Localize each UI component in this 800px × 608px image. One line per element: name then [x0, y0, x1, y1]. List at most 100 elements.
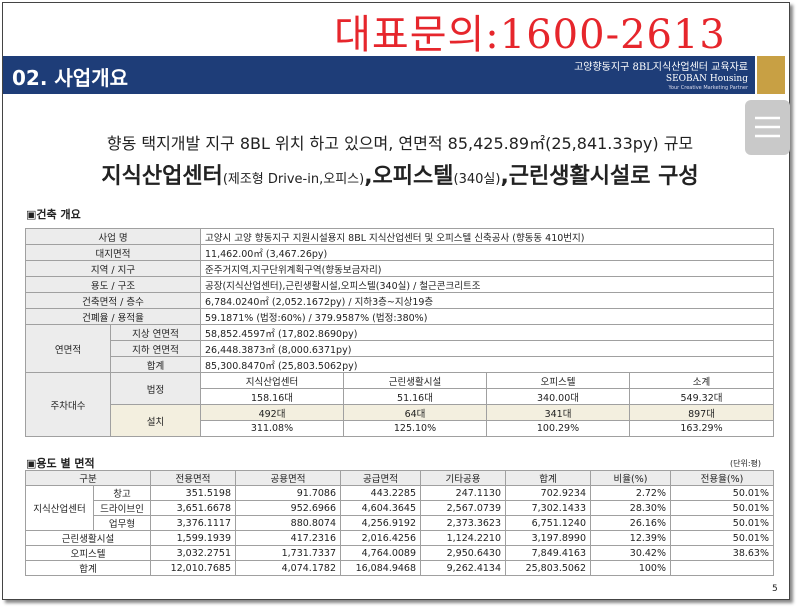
headline-part: ,근린생활시설로 구성 [500, 164, 699, 189]
cell: 51.16대 [343, 388, 487, 405]
cell: 1,731.7337 [235, 545, 342, 561]
cell: 158.16대 [200, 388, 344, 405]
table-row: 설치 492대 64대 341대 897대 [26, 404, 774, 437]
section-heading: ▣건축 개요 [26, 208, 81, 221]
value-cell: 11,462.00㎡ (3,467.26py) [200, 244, 774, 261]
header-cell: 비율(%) [590, 470, 672, 486]
cell: 50.01% [670, 485, 775, 501]
overview-table: 사업 명 고양시 고양 향동지구 지원시설용지 8BL 지식산업센터 및 오피스텔… [25, 228, 774, 437]
page-number: 5 [772, 584, 778, 594]
section-heading: ▣용도 별 면적 [26, 457, 95, 470]
cell: 492대 [200, 404, 344, 421]
cell: 38.63% [670, 545, 775, 561]
cell: 247.1130 [420, 485, 507, 501]
table-row: 주차대수 법정 지식산업센터 근린생활시설 오피스텔 소계 [25, 372, 774, 437]
table-row: 근린생활시설 1,599.1939 417.2316 2,016.4256 1,124.… [24, 530, 775, 546]
cell: 26.16% [590, 515, 672, 531]
cell: 9,262.4134 [420, 560, 507, 576]
table-row: 지식산업센터 창고 351.5198 91.7086 443.2285 247.1130 7… [25, 485, 775, 531]
cell: 4,764.0089 [340, 545, 422, 561]
headline-2: 지식산업센터(제조형 Drive-in,오피스),오피스텔(340실),근린생활… [30, 158, 770, 190]
cell: 549.32대 [629, 388, 774, 405]
label-cell: 연면적 [25, 324, 111, 373]
cell: 100.29% [486, 420, 630, 437]
headline-part: (제조형 Drive-in,오피스) [222, 172, 365, 187]
cell: 3,032.2751 [150, 545, 237, 561]
cell: 3,197.8990 [505, 530, 592, 546]
table-row: 건폐율 / 용적율 59.1871% (법정:60%) / 379.9587% (… [25, 308, 774, 325]
header-cell: 구분 [24, 470, 152, 486]
header-cell: 공용면적 [235, 470, 342, 486]
header-bar [3, 56, 755, 94]
cell: 50.01% [670, 500, 775, 516]
label-cell: 건축면적 / 층수 [25, 292, 201, 309]
headline-part: (340실) [453, 172, 501, 187]
cell: 311.08% [200, 420, 344, 437]
table-row: 오피스텔 3,032.2751 1,731.7337 4,764.0089 2,950.… [24, 545, 775, 561]
table-row: 지하 연면적 26,448.3873㎡ (8,000.6371py) [26, 340, 774, 357]
cell: 4,074.1782 [235, 560, 342, 576]
cell: 50.01% [670, 515, 775, 531]
logo [757, 56, 785, 94]
label-cell: 합계 [24, 560, 152, 576]
table-row: 연면적 지상 연면적 58,852.4597㎡ (17,802.8690py) [25, 324, 774, 373]
cell: 4,604.3645 [340, 500, 422, 516]
cell: 3,651.6678 [150, 500, 237, 516]
section-title: 02. 사업개요 [12, 66, 128, 90]
value-cell: 준주거지역,지구단위계획구역(향동보금자리) [200, 260, 774, 277]
value-cell: 공장(지식산업센터),근린생활시설,오피스텔(340실) / 철근콘크리트조 [200, 276, 774, 293]
label-cell: 주차대수 [25, 372, 111, 437]
cell: 952.6966 [235, 500, 342, 516]
cell: 125.10% [343, 420, 487, 437]
label-cell: 지하 연면적 [110, 340, 201, 357]
value-cell: 6,784.0240㎡ (2,052.1672py) / 지하3층~지상19층 [200, 292, 774, 309]
cell: 340.00대 [486, 388, 630, 405]
cell: 16,084.9468 [340, 560, 422, 576]
label-cell: 설치 [110, 404, 201, 437]
table-row: 구분 전용면적 공용면적 공급면적 기타공용 합계 비율(%) 전용율(%) [24, 470, 775, 486]
cell: 7,302.1433 [505, 500, 592, 516]
label-cell: 지상 연면적 [110, 324, 201, 341]
header-cell: 전용면적 [150, 470, 237, 486]
cell: 443.2285 [340, 485, 422, 501]
table-row: 지역 / 지구 준주거지역,지구단위계획구역(향동보금자리) [25, 260, 774, 277]
menu-button[interactable] [745, 100, 790, 155]
headline: 향동 택지개발 지구 8BL 위치 하고 있으며, 연면적 85,425.89㎡… [106, 134, 694, 153]
table-row: 합계 12,010.7685 4,074.1782 16,084.9468 9,262.… [24, 560, 775, 576]
cell: 30.42% [590, 545, 672, 561]
header-cell: 합계 [505, 470, 592, 486]
header-cell: 지식산업센터 [200, 372, 344, 389]
label-cell: 창고 [92, 485, 152, 501]
header-cell: 근린생활시설 [343, 372, 487, 389]
menu-icon [755, 116, 780, 138]
table-row: 업무형 3,376.1117 880.8074 4,256.9192 2,373.362… [26, 515, 775, 531]
value-cell: 26,448.3873㎡ (8,000.6371py) [200, 340, 774, 357]
cell: 2,950.6430 [420, 545, 507, 561]
cell: 880.8074 [235, 515, 342, 531]
cell: 1,599.1939 [150, 530, 237, 546]
slide-frame [2, 2, 790, 600]
cell: 2,567.0739 [420, 500, 507, 516]
cell: 25,803.5062 [505, 560, 592, 576]
cell: 50.01% [670, 530, 775, 546]
unit-note: (단위:평) [730, 459, 762, 468]
brand: SEOBAN Housing [665, 74, 748, 84]
cell: 100% [590, 560, 672, 576]
table-row: 건축면적 / 층수 6,784.0240㎡ (2,052.1672py) / 지하… [25, 292, 774, 309]
label-cell: 오피스텔 [24, 545, 152, 561]
cell: 417.2316 [235, 530, 342, 546]
headline-part: ,오피스텔 [364, 164, 454, 189]
cell: 3,376.1117 [150, 515, 237, 531]
doc-title: 고양향동지구 8BL지식산업센터 교육자료 [574, 62, 748, 73]
header-cell: 전용율(%) [670, 470, 775, 486]
value-cell: 59.1871% (법정:60%) / 379.9587% (법정:380%) [200, 308, 774, 325]
cell: 28.30% [590, 500, 672, 516]
header-cell: 오피스텔 [486, 372, 630, 389]
label-cell: 대지면적 [25, 244, 201, 261]
cell: 64대 [343, 404, 487, 421]
cell: 4,256.9192 [340, 515, 422, 531]
label-cell: 드라이브인 [92, 500, 152, 516]
label-cell: 근린생활시설 [24, 530, 152, 546]
label-cell: 지역 / 지구 [25, 260, 201, 277]
